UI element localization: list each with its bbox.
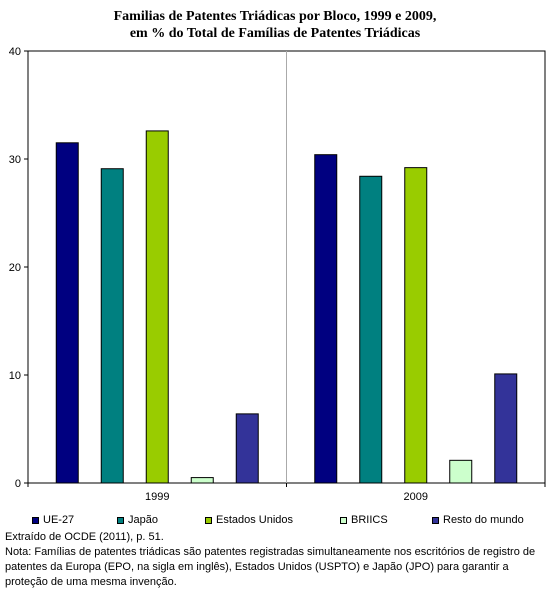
chart-title-line-1: Familias de Patentes Triádicas por Bloco… xyxy=(113,9,437,24)
y-tick-label: 10 xyxy=(9,370,21,382)
bar xyxy=(55,142,79,484)
legend-swatch xyxy=(32,516,39,524)
source-note: Extraído de OCDE (2011), p. 51. xyxy=(5,531,164,543)
legend-swatch xyxy=(117,516,124,524)
chart-title: Familias de Patentes Triádicas por Bloco… xyxy=(0,8,550,42)
bar-chart: 0 10 20 30 40 1999 2009 xyxy=(9,46,546,503)
legend-item: Japão xyxy=(117,514,158,526)
x-tick-label: 1999 xyxy=(145,491,169,503)
bar xyxy=(100,168,124,484)
legend-label: Japão xyxy=(128,514,158,526)
y-tick-label: 0 xyxy=(15,478,21,490)
footnote: Nota: Famílias de patentes triádicas são… xyxy=(5,546,536,588)
legend-swatch xyxy=(432,516,439,524)
legend-label: BRIICS xyxy=(351,514,388,526)
bar xyxy=(404,167,428,484)
legend-item: BRIICS xyxy=(340,514,388,526)
bar xyxy=(359,175,383,484)
chart-title-line-2: em % do Total de Famílias de Patentes Tr… xyxy=(129,26,421,41)
y-tick-label: 40 xyxy=(9,46,21,58)
legend-swatch xyxy=(205,516,212,524)
legend-label: Estados Unidos xyxy=(216,514,294,526)
chart-legend: UE-27 Japão Estados Unidos BRIICS Resto do m… xyxy=(0,514,550,528)
legend-item: Resto do mundo xyxy=(432,514,524,526)
legend-swatch xyxy=(340,516,347,524)
legend-item: UE-27 xyxy=(32,514,74,526)
bar xyxy=(235,413,259,484)
x-tick-label: 2009 xyxy=(404,491,428,503)
legend-label: UE-27 xyxy=(43,514,75,526)
bar xyxy=(190,477,214,484)
legend-label: Resto do mundo xyxy=(443,514,524,526)
legend-item: Estados Unidos xyxy=(205,514,293,526)
bar xyxy=(494,373,518,484)
y-tick-label: 30 xyxy=(9,154,21,166)
y-tick-label: 20 xyxy=(9,262,21,274)
bar xyxy=(145,130,169,484)
bar xyxy=(314,154,338,484)
bar xyxy=(449,459,473,484)
